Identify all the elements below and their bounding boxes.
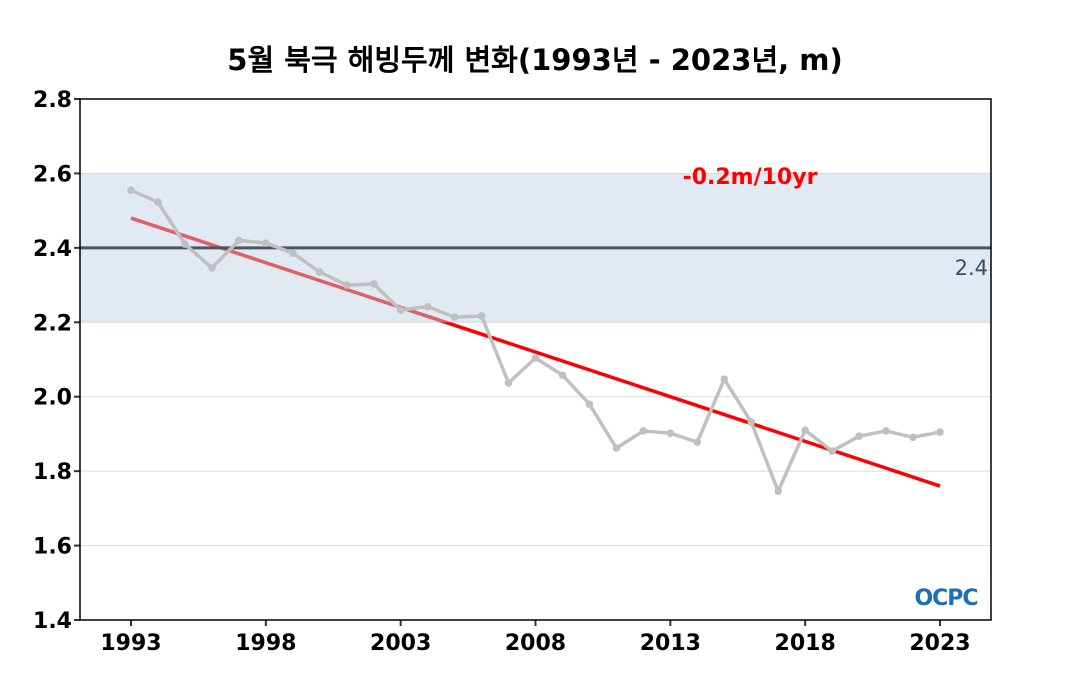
data-point (585, 400, 594, 408)
data-point (423, 302, 432, 311)
x-tick-label: 2013 (640, 631, 701, 656)
data-point (262, 239, 270, 247)
trend-label: -0.2m/10yr (683, 165, 818, 190)
data-point (720, 375, 729, 384)
y-tick-label: 1.4 (33, 609, 72, 634)
data-point (828, 447, 836, 455)
data-point (181, 240, 189, 248)
data-point (774, 487, 782, 496)
y-tick-label: 2.6 (33, 162, 72, 187)
ocpc-logo: OCPC (914, 586, 977, 611)
data-point (504, 379, 513, 387)
trend-line (130, 216, 941, 488)
data-point (639, 427, 648, 435)
y-tick-label: 2.0 (33, 386, 72, 411)
data-point (855, 432, 863, 440)
x-tick-label: 2008 (505, 631, 566, 656)
data-point (396, 306, 405, 314)
plot-frame (79, 98, 992, 621)
data-point (612, 444, 621, 452)
data-point (558, 371, 567, 379)
reference-label: 2.4 (955, 256, 988, 280)
data-point (531, 354, 540, 362)
data-point (127, 186, 135, 194)
data-point (747, 418, 756, 426)
data-point (369, 280, 378, 288)
y-tick-label: 2.2 (33, 311, 72, 336)
data-point (801, 426, 809, 435)
data-point (342, 281, 351, 289)
x-tick-label: 2023 (909, 631, 970, 656)
chart-title: 5월 북극 해빙두께 변화(1993년 - 2023년, m) (227, 43, 842, 77)
data-point (208, 264, 216, 272)
data-point (289, 249, 297, 257)
y-tick-label: 2.4 (33, 237, 72, 262)
data-point (666, 429, 675, 437)
data-point (315, 268, 324, 276)
data-point (450, 313, 459, 321)
x-tick-label: 1993 (100, 631, 161, 656)
y-tick-label: 1.8 (33, 460, 72, 485)
y-tick-label: 2.8 (33, 88, 72, 113)
x-tick-label: 2003 (370, 631, 431, 656)
data-point (909, 433, 917, 442)
x-tick-label: 2018 (775, 631, 836, 656)
data-point (154, 198, 162, 206)
y-tick-label: 1.6 (33, 535, 72, 560)
x-tick-label: 1998 (235, 631, 296, 656)
data-point (235, 236, 243, 245)
data-point (693, 438, 702, 446)
data-point (882, 427, 890, 435)
data-point (477, 312, 486, 320)
data-point (936, 428, 944, 436)
